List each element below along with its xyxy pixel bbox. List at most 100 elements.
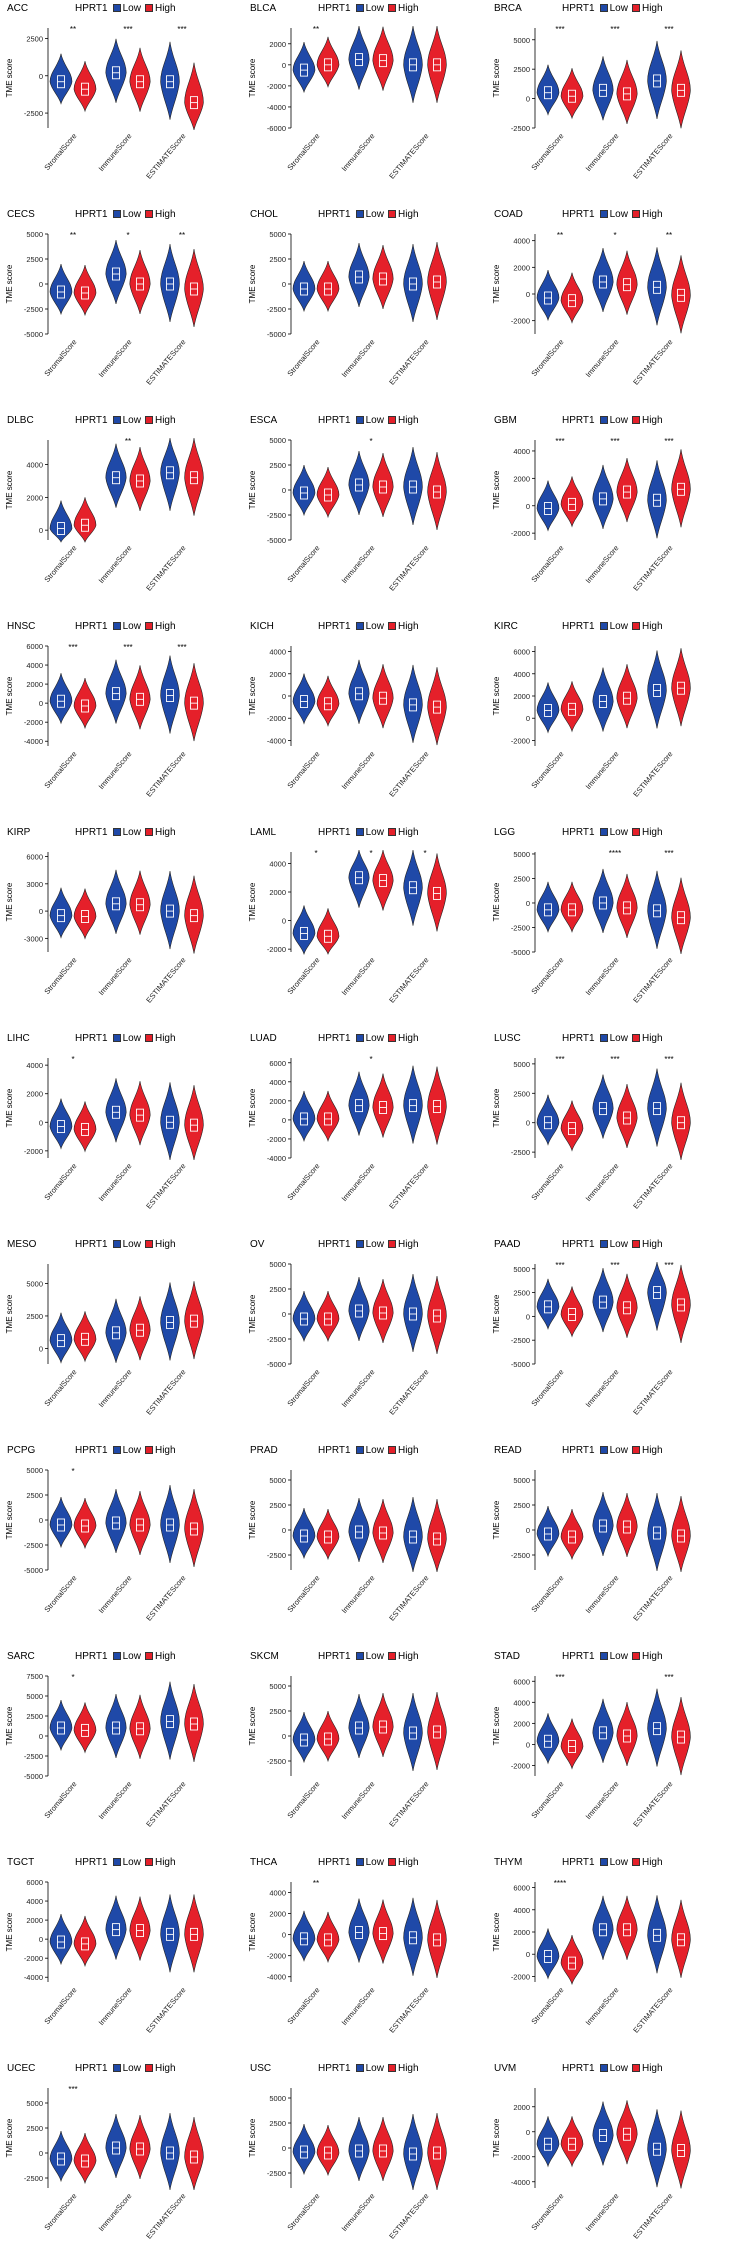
significance-label: ***: [123, 25, 132, 34]
x-tick-label: StromalScore: [285, 1780, 321, 1821]
legend-label: High: [397, 827, 419, 838]
x-tick-label: StromalScore: [285, 1162, 321, 1203]
x-tick-label: ImmuneScore: [584, 1368, 621, 1410]
panel-esca: ESCA HPRT1 Low High -5000 -2500 0 2500 5000 TME s…: [243, 412, 486, 618]
significance-label: **: [313, 1879, 319, 1888]
x-tick-label: StromalScore: [285, 132, 321, 173]
panel-title: READ: [494, 1445, 522, 1456]
violin-stromalscore-low: [49, 1312, 73, 1364]
panel-title: BLCA: [250, 3, 277, 14]
violin-stromalscore-high: [73, 1915, 97, 1968]
panel-title: GBM: [494, 415, 517, 426]
panel-kich: KICH HPRT1 Low High -4000 -2000 0 2000 4000 TME s…: [243, 618, 486, 824]
significance-label: ****: [609, 849, 621, 858]
x-tick-label: StromalScore: [529, 132, 565, 173]
x-tick-label: ESTIMATEScore: [144, 132, 187, 181]
y-tick-label: 0: [526, 1950, 530, 1959]
violin-estimatescore-low: [403, 1273, 423, 1353]
violin-immunescore-low: [348, 25, 370, 90]
x-tick-label: ImmuneScore: [340, 338, 377, 380]
x-tick-label: ESTIMATEScore: [144, 1368, 187, 1417]
legend-swatch: [144, 622, 153, 630]
y-tick-label: -2000: [267, 1952, 286, 1961]
violin-immunescore-low: [592, 1491, 614, 1557]
legend-item-low: Low: [112, 1033, 141, 1044]
legend-swatch: [144, 1446, 153, 1454]
legend-label: Low: [122, 1857, 141, 1868]
legend-swatch: [599, 210, 608, 218]
significance-label: *: [369, 1055, 372, 1064]
violin-immunescore-low: [105, 1693, 127, 1759]
legend-swatch: [599, 828, 608, 836]
legend-swatch: [599, 1034, 608, 1042]
violin-stromalscore-low: [536, 1505, 560, 1558]
violin-chart: -2500 0 2500 5000 TME score *** StromalScore Im…: [5, 2085, 204, 2241]
significance-label: ***: [555, 1261, 564, 1270]
violin-chart: 0 2000 4000 TME score StromalScore ** ImmuneSc…: [5, 437, 204, 593]
y-tick-label: -2500: [267, 2169, 286, 2178]
legend-swatch: [355, 210, 364, 218]
x-tick-label: ImmuneScore: [97, 1780, 134, 1822]
y-tick-label: 5000: [26, 230, 43, 239]
y-tick-label: 2000: [269, 1097, 286, 1106]
x-tick-label: ESTIMATEScore: [144, 1574, 187, 1623]
x-tick-label: StromalScore: [285, 2192, 321, 2233]
violin-estimatescore-high: [184, 1894, 204, 1973]
violin-estimatescore-high: [184, 663, 204, 742]
panel-tgct: TGCT HPRT1 Low High -4000 -2000 0 2000 4000 6000 T…: [0, 1854, 243, 2060]
significance-label: ***: [610, 1055, 619, 1064]
y-tick-label: 5000: [26, 1692, 43, 1701]
violin-stromalscore-low: [49, 1913, 73, 1966]
legend-item-high: High: [631, 827, 663, 838]
violin-stromalscore-high: [316, 908, 340, 955]
y-tick-label: 0: [282, 1931, 286, 1940]
violin-estimatescore-low: [403, 1692, 423, 1772]
violin-immunescore-high: [129, 446, 151, 512]
significance-label: ***: [664, 1261, 673, 1270]
legend-item-high: High: [144, 209, 176, 220]
x-tick-label: ESTIMATEScore: [631, 544, 674, 593]
legend: HPRT1 Low High: [318, 621, 423, 632]
legend: HPRT1 Low High: [75, 1651, 180, 1662]
panel-usc: USC HPRT1 Low High -2500 0 2500 5000 TME score St…: [243, 2060, 486, 2266]
legend: HPRT1 Low High: [318, 3, 423, 14]
violin-estimatescore-low: [647, 2109, 667, 2188]
y-tick-label: 0: [282, 280, 286, 289]
y-tick-label: -2500: [267, 1551, 286, 1560]
violin-chart: -4000 -2000 0 2000 4000 6000 TME score *** Strom…: [5, 642, 204, 799]
violin-chart: -2000 0 2000 4000 TME score * StromalScore Immu…: [5, 1055, 204, 1211]
panel-kirp: KIRP HPRT1 Low High -3000 0 3000 6000 TME score S…: [0, 824, 243, 1030]
violin-stromalscore-low: [49, 887, 73, 939]
significance-label: **: [70, 231, 76, 240]
panel-cecs: CECS HPRT1 Low High -5000 -2500 0 2500 5000 TME s…: [0, 206, 243, 412]
legend-item-high: High: [631, 1445, 663, 1456]
y-tick-label: 5000: [26, 1279, 43, 1288]
x-tick-label: ImmuneScore: [97, 1574, 134, 1616]
panel-dlbc: DLBC HPRT1 Low High 0 2000 4000 TME score Stroma…: [0, 412, 243, 618]
violin-immunescore-low: [592, 667, 614, 732]
legend-item-low: Low: [112, 1239, 141, 1250]
violin-stromalscore-low: [49, 1098, 73, 1150]
legend-item-low: Low: [112, 827, 141, 838]
violin-immunescore-high: [616, 873, 638, 938]
violin-immunescore-high: [372, 1899, 394, 1964]
x-tick-label: StromalScore: [529, 956, 565, 997]
legend-label: Low: [365, 209, 384, 220]
y-tick-label: 5000: [513, 850, 530, 859]
significance-label: ****: [554, 1879, 566, 1888]
y-axis-label: TME score: [248, 470, 257, 509]
violin-immunescore-high: [129, 47, 151, 112]
legend-swatch: [355, 622, 364, 630]
legend-title: HPRT1: [562, 1651, 595, 1662]
y-tick-label: 0: [282, 2144, 286, 2153]
y-axis-label: TME score: [492, 1088, 501, 1127]
x-tick-label: StromalScore: [42, 1162, 78, 1203]
violin-chart: -2500 0 2500 5000 TME score StromalScore Immun…: [248, 2088, 447, 2241]
legend-label: High: [397, 209, 419, 220]
x-tick-label: ESTIMATEScore: [631, 2192, 674, 2241]
violin-stromalscore-low: [49, 263, 73, 316]
y-tick-label: 4000: [513, 447, 530, 456]
violin-estimatescore-high: [184, 437, 204, 516]
y-tick-label: 0: [39, 1118, 43, 1127]
panel-title: LUSC: [494, 1033, 521, 1044]
